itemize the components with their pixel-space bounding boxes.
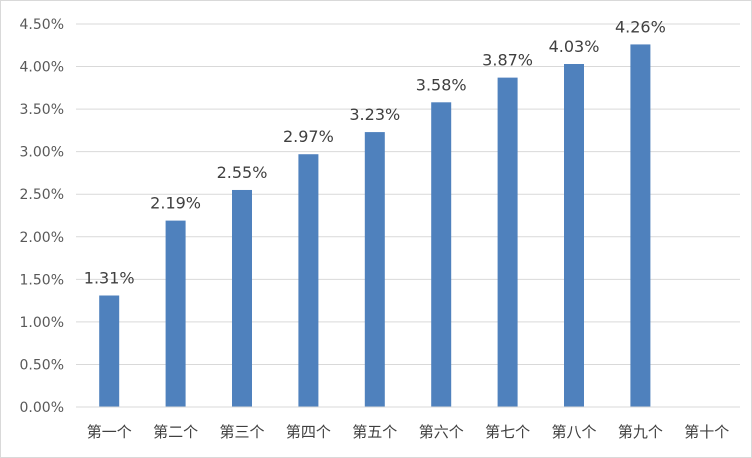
bar [99, 295, 120, 407]
x-category-label: 第八个 [551, 423, 596, 441]
data-label: 3.23% [349, 105, 400, 124]
x-category-label: 第二个 [153, 423, 198, 441]
x-category-label: 第九个 [618, 423, 663, 441]
gridlines [76, 23, 740, 365]
x-category-label: 第一个 [87, 423, 132, 441]
data-labels: 1.31% 2.19% 2.55% 2.97% 3.23% 3.58% 3.87% 4.03%… [84, 17, 666, 287]
bar [364, 132, 385, 407]
y-tick-label: 1.00% [20, 315, 64, 331]
y-tick-label: 3.50% [20, 102, 64, 118]
bar [165, 220, 186, 407]
y-tick-label: 0.00% [20, 400, 64, 416]
x-category-label: 第十个 [684, 423, 729, 441]
y-axis-tick-labels: 0.00% 0.50% 1.00% 1.50% 2.00% 2.50% 3.00% 3.50%… [20, 17, 64, 416]
x-category-label: 第五个 [352, 423, 397, 441]
data-label: 2.97% [283, 127, 334, 146]
x-category-label: 第七个 [485, 423, 530, 441]
data-label: 3.58% [416, 75, 467, 94]
y-tick-label: 4.00% [20, 60, 64, 76]
bar [564, 64, 584, 407]
data-label: 4.26% [615, 17, 666, 36]
y-tick-label: 2.50% [20, 187, 64, 203]
data-label: 3.87% [482, 51, 533, 70]
bar [232, 189, 252, 407]
x-axis-category-labels: 第一个 第二个 第三个 第四个 第五个 第六个 第七个 第八个 第九个 第十个 [87, 423, 730, 441]
data-label: 2.19% [150, 194, 201, 213]
x-category-label: 第六个 [419, 423, 464, 441]
data-label: 4.03% [549, 37, 600, 56]
x-category-label: 第四个 [286, 423, 331, 441]
x-category-label: 第三个 [219, 423, 264, 441]
y-tick-label: 3.00% [20, 145, 64, 161]
bar [630, 44, 651, 407]
data-label: 1.31% [84, 269, 135, 288]
y-tick-label: 0.50% [20, 357, 64, 373]
data-label: 2.55% [217, 163, 268, 182]
y-tick-label: 1.50% [20, 272, 64, 288]
bars [99, 44, 651, 408]
bar [431, 102, 452, 408]
y-tick-label: 4.50% [20, 17, 64, 33]
bar [497, 77, 518, 408]
y-tick-label: 2.00% [20, 230, 64, 246]
bar [298, 154, 319, 407]
